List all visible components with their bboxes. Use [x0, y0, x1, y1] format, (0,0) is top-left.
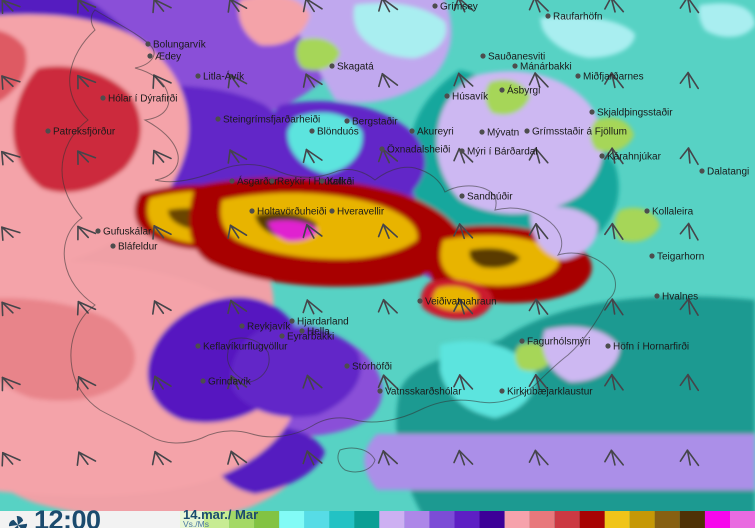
svg-text:Patreksfjörður: Patreksfjörður [53, 126, 116, 138]
svg-text:Hvalnes: Hvalnes [662, 292, 698, 303]
svg-text:Kirkjubæjarklaustur: Kirkjubæjarklaustur [507, 387, 593, 398]
svg-text:Höfn í Hornarfirði: Höfn í Hornarfirði [613, 341, 689, 353]
svg-text:Stórhöfði: Stórhöfði [352, 361, 392, 373]
svg-text:Skjaldþingsstaðir: Skjaldþingsstaðir [597, 107, 673, 119]
svg-text:Fagurhólsmýri: Fagurhólsmýri [527, 337, 590, 348]
svg-text:Gufuskálar: Gufuskálar [103, 227, 152, 238]
svg-text:Grímsey: Grímsey [440, 2, 478, 13]
svg-text:Mánárbakki: Mánárbakki [520, 62, 572, 73]
svg-text:Miðfjarðarnes: Miðfjarðarnes [583, 71, 644, 83]
svg-text:Öxnadalsheiði: Öxnadalsheiði [387, 144, 450, 156]
svg-text:Teigarhorn: Teigarhorn [657, 252, 704, 263]
svg-text:Grímsstaðir á Fjöllum: Grímsstaðir á Fjöllum [532, 126, 627, 138]
svg-text:Raufarhöfn: Raufarhöfn [553, 12, 602, 23]
svg-text:Kárahnjúkar: Kárahnjúkar [607, 152, 662, 163]
svg-text:Hólar í Dýrafirði: Hólar í Dýrafirði [108, 93, 177, 105]
svg-text:Kolka: Kolka [327, 177, 352, 188]
svg-text:Veiðivatnahraun: Veiðivatnahraun [425, 296, 497, 308]
svg-text:Kollaleira: Kollaleira [652, 207, 694, 218]
svg-text:Holtavörðuheiði: Holtavörðuheiði [257, 206, 327, 218]
svg-text:Bergstaðir: Bergstaðir [352, 116, 398, 128]
svg-text:Ædey: Ædey [155, 52, 181, 63]
svg-text:Bolungarvík: Bolungarvík [153, 40, 207, 51]
svg-text:Sandbúðir: Sandbúðir [467, 191, 513, 203]
svg-text:Bláfeldur: Bláfeldur [118, 242, 158, 253]
svg-text:Hveravellir: Hveravellir [337, 207, 385, 218]
svg-text:Blönduós: Blönduós [317, 127, 359, 138]
svg-text:Vatnsskarðshólar: Vatnsskarðshólar [385, 386, 462, 398]
svg-text:Ásbyrgi: Ásbyrgi [507, 84, 540, 97]
svg-text:Keflavíkurflugvöllur: Keflavíkurflugvöllur [203, 342, 288, 353]
svg-text:Akureyri: Akureyri [417, 127, 454, 138]
svg-text:Dalatangi: Dalatangi [707, 167, 749, 178]
svg-text:Mývatn: Mývatn [487, 128, 519, 139]
svg-text:Skagatá: Skagatá [337, 62, 374, 73]
svg-text:Eyrarbakki: Eyrarbakki [287, 332, 334, 343]
svg-text:Reykjavík: Reykjavík [247, 322, 291, 333]
svg-text:Litla-Ávík: Litla-Ávík [203, 70, 245, 83]
svg-text:Steingrímsfjarðarheiði: Steingrímsfjarðarheiði [223, 114, 320, 126]
svg-text:Húsavík: Húsavík [452, 92, 489, 103]
svg-text:Mýri í Bárðardal: Mýri í Bárðardal [467, 146, 538, 158]
svg-text:Grindavík: Grindavík [208, 377, 252, 388]
